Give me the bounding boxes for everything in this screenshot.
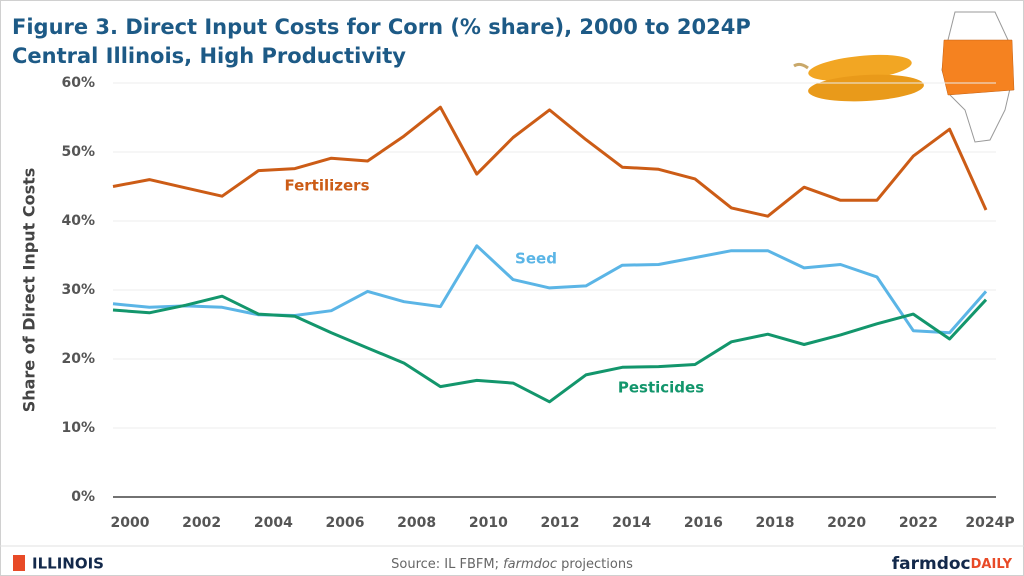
x-tick-label: 2012: [541, 515, 580, 531]
series-label: Pesticides: [618, 379, 704, 397]
illinois-mark: [13, 555, 25, 571]
series-label: Fertilizers: [284, 177, 369, 195]
chart-title: Figure 3. Direct Input Costs for Corn (%…: [12, 15, 751, 39]
illinois-logo: ILLINOIS: [32, 555, 104, 573]
x-tick-label: 2004: [254, 515, 293, 531]
source-prefix: Source: IL FBFM;: [391, 557, 503, 572]
series-line: [112, 105, 988, 218]
x-tick-label: 2014: [612, 515, 651, 531]
series-label: Seed: [515, 250, 557, 268]
x-tick-label: 2006: [326, 515, 365, 531]
series-line: [112, 294, 988, 404]
x-tick-label: 2020: [827, 515, 866, 531]
chart-subtitle: Central Illinois, High Productivity: [12, 44, 406, 68]
x-tick-label: 2016: [684, 515, 723, 531]
x-tick-label: 2018: [756, 515, 795, 531]
farmdoc-logo-b: DAILY: [971, 557, 1013, 572]
source-suffix: projections: [557, 557, 633, 572]
corn-illustration: [793, 54, 924, 102]
x-tick-label: 2022: [899, 515, 938, 531]
y-tick-label: 60%: [61, 75, 95, 91]
x-tick-label: 2002: [182, 515, 221, 531]
y-tick-label: 30%: [61, 282, 95, 298]
farmdoc-logo-a: farmdoc: [892, 554, 971, 574]
source-emph: farmdoc: [503, 557, 557, 572]
farmdoc-logo: farmdocDAILY: [892, 554, 1013, 574]
y-tick-label: 10%: [61, 420, 95, 436]
x-tick-label: 2024P: [965, 515, 1014, 531]
illinois-map: [941, 11, 1015, 143]
y-tick-label: 0%: [71, 489, 95, 505]
y-tick-label: 20%: [61, 351, 95, 367]
y-tick-label: 50%: [61, 144, 95, 160]
x-tick-label: 2010: [469, 515, 508, 531]
x-tick-label: 2008: [397, 515, 436, 531]
x-tick-label: 2000: [111, 515, 150, 531]
source-note: Source: IL FBFM; farmdoc projections: [391, 557, 633, 572]
y-axis-label: Share of Direct Input Costs: [20, 168, 39, 413]
y-tick-label: 40%: [61, 213, 95, 229]
